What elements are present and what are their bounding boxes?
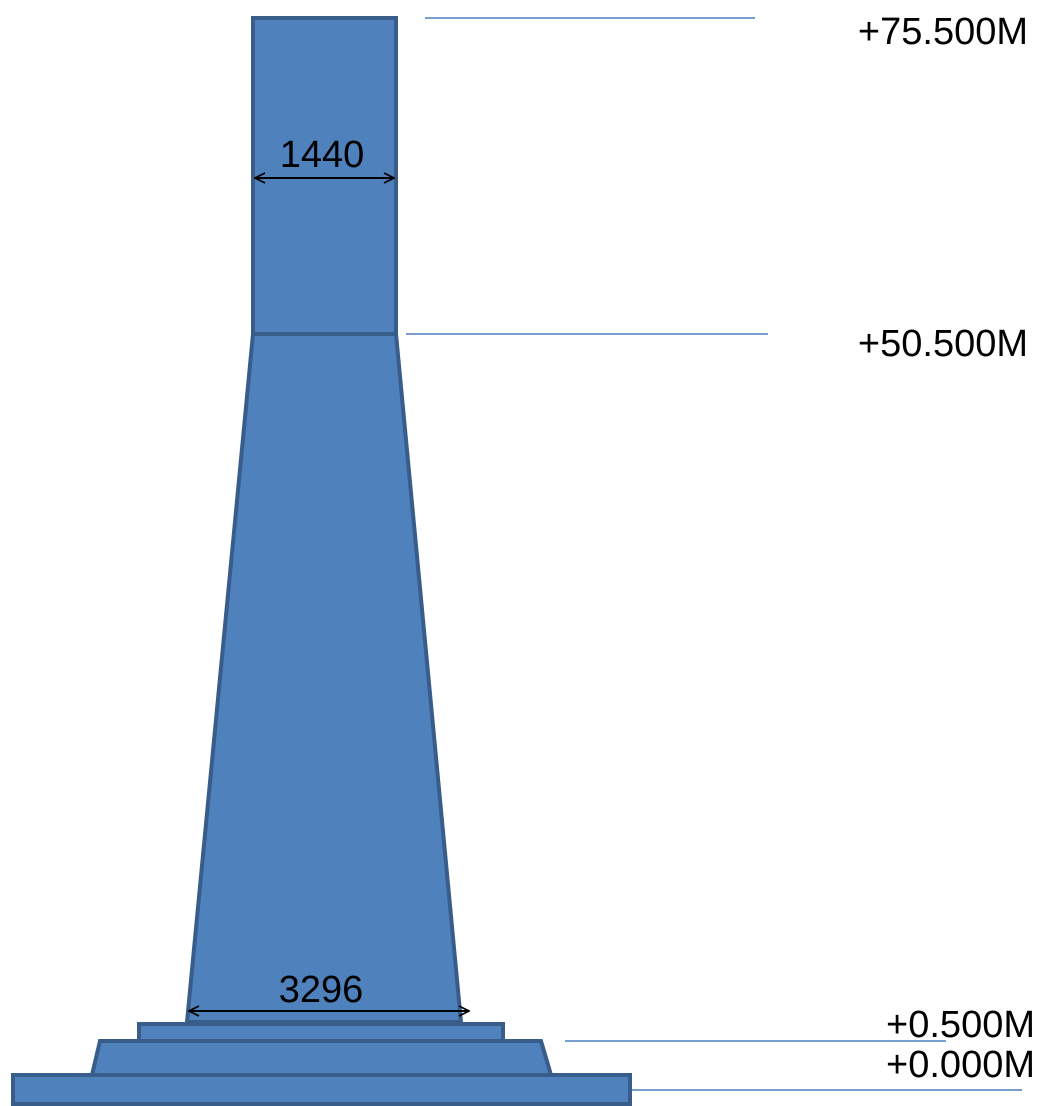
foundation-plinth	[89, 1039, 554, 1077]
elevation-label-base-top: +0.500M	[886, 1004, 1035, 1046]
elevation-label-ground: +0.000M	[886, 1044, 1035, 1086]
upper-shaft	[251, 16, 398, 336]
base-width-label: 3296	[279, 969, 364, 1011]
tapered-shaft	[184, 332, 464, 1024]
elevation-label-upper: +50.500M	[858, 323, 1028, 365]
shaft-base-ring	[137, 1022, 505, 1043]
foundation-slab	[11, 1073, 632, 1106]
upper-width-label: 1440	[280, 134, 365, 176]
elevation-label-top: +75.500M	[858, 11, 1028, 53]
